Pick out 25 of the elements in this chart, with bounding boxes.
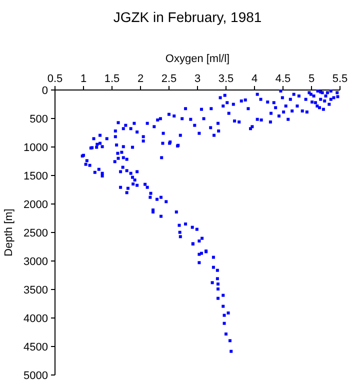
chart-title: JGZK in February, 1981 (113, 9, 262, 25)
y-tick-label: 1000 (24, 142, 48, 154)
x-tick-label: 1.5 (104, 73, 120, 85)
y-tick-label: 0 (42, 85, 48, 97)
y-tick-label: 3500 (24, 284, 48, 296)
x-tick-label: 2.5 (161, 73, 177, 85)
x-tick-label: 3.5 (218, 73, 234, 85)
x-tick-label: 4.5 (275, 73, 291, 85)
x-tick-label: 2 (137, 73, 144, 85)
y-tick-label: 2500 (24, 228, 48, 240)
y-axis-title: Depth [m] (3, 208, 15, 256)
x-tick-label: 1 (80, 73, 87, 85)
x-tick-label: 5.5 (332, 73, 348, 85)
x-tick-label: 0.5 (47, 73, 63, 85)
x-tick-label: 4 (251, 73, 258, 85)
y-tick-label: 4000 (24, 313, 48, 325)
y-tick-label: 4500 (24, 342, 48, 354)
y-tick-label: 5000 (24, 370, 48, 382)
x-tick-label: 5 (308, 73, 315, 85)
y-tick-label: 500 (30, 114, 48, 126)
x-tick-label: 3 (194, 73, 201, 85)
y-tick-label: 2000 (24, 199, 48, 211)
y-tick-label: 3000 (24, 256, 48, 268)
x-axis-title: Oxygen [ml/l] (165, 53, 230, 65)
y-tick-label: 1500 (24, 170, 48, 182)
